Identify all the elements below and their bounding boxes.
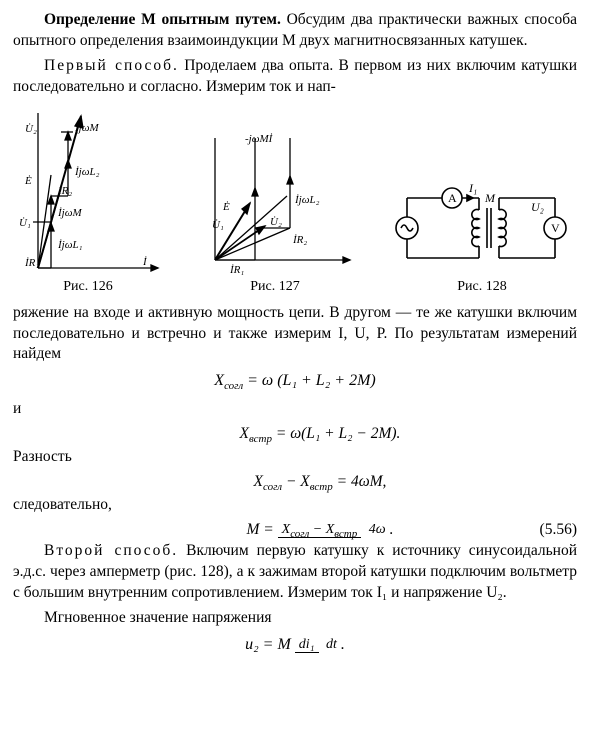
svg-text:U̇₁: U̇₁ [19,217,31,229]
svg-text:Ė: Ė [222,201,230,213]
svg-text:V: V [551,221,560,235]
section-heading: Определение M опытным путем. [44,11,281,28]
svg-text:İjωL₂: İjωL₂ [294,194,320,206]
fig126-svg: İjωM U̇₂ İjωL₂ İR₂ İjωM U̇₁ Ė İjωL₁ İR₁ … [13,108,163,278]
svg-text:İR₂: İR₂ [57,185,72,197]
method1-label: Первый способ. [44,57,179,74]
fig128-svg: A V [387,168,577,278]
eq3-row: Xсогл − Xвстр = 4ωM, [13,472,577,495]
eq5: u₂ = M di₁ dt . [13,634,577,656]
svg-text:-jωMİ: -jωMİ [245,133,274,145]
svg-text:U₂: U₂ [531,200,544,214]
svg-text:İjωM: İjωM [74,122,99,134]
svg-text:İ: İ [142,256,148,268]
diff-text: Разность [13,447,577,468]
svg-text:İjωM: İjωM [57,207,82,219]
figure-row: İjωM U̇₂ İjωL₂ İR₂ İjωM U̇₁ Ė İjωL₁ İR₁ … [13,108,577,297]
svg-text:İR₂: İR₂ [292,234,307,246]
sled-text: следовательно, [13,495,577,516]
figure-127: -jωMİ İjωL₂ U̇₂ İR₂ U̇₁ Ė İR₁ Рис. 127 [195,128,355,297]
method2-label: Второй способ. [44,542,178,559]
fig126-caption: Рис. 126 [13,278,163,297]
svg-text:M: M [484,191,496,205]
svg-text:Ė: Ė [24,175,32,187]
svg-text:U̇₂: U̇₂ [25,123,37,135]
eq4-row: M = Xсогл − Xвстр 4ω . (5.56) [13,520,577,541]
svg-text:A: A [448,191,457,205]
svg-text:U̇₁: U̇₁ [212,219,224,231]
figure-126: İjωM U̇₂ İjωL₂ İR₂ İjωM U̇₁ Ė İjωL₁ İR₁ … [13,108,163,297]
eq-number-556: (5.56) [517,520,577,541]
svg-text:İR₁: İR₁ [24,257,39,269]
p3-text: ряжение на входе и активную мощность цеп… [13,303,577,366]
svg-text:İjωL₁: İjωL₁ [57,239,83,251]
and-text: и [13,399,577,420]
svg-text:U̇₂: U̇₂ [270,216,282,228]
svg-text:İR₁: İR₁ [229,264,244,276]
fig127-caption: Рис. 127 [195,278,355,297]
svg-text:I₁: I₁ [468,181,477,195]
fig127-svg: -jωMİ İjωL₂ U̇₂ İR₂ U̇₁ Ė İR₁ [195,128,355,278]
eq2-row: Xвстр = ω(L₁ + L₂ − 2M). [13,424,577,447]
eq1: Xсогл = ω (L₁ + L₂ + 2M) [13,370,577,394]
figure-128: A V [387,168,577,297]
svg-text:İjωL₂: İjωL₂ [74,166,100,178]
fig128-caption: Рис. 128 [387,278,577,297]
p5-text: Мгновенное значение напряжения [13,608,577,629]
